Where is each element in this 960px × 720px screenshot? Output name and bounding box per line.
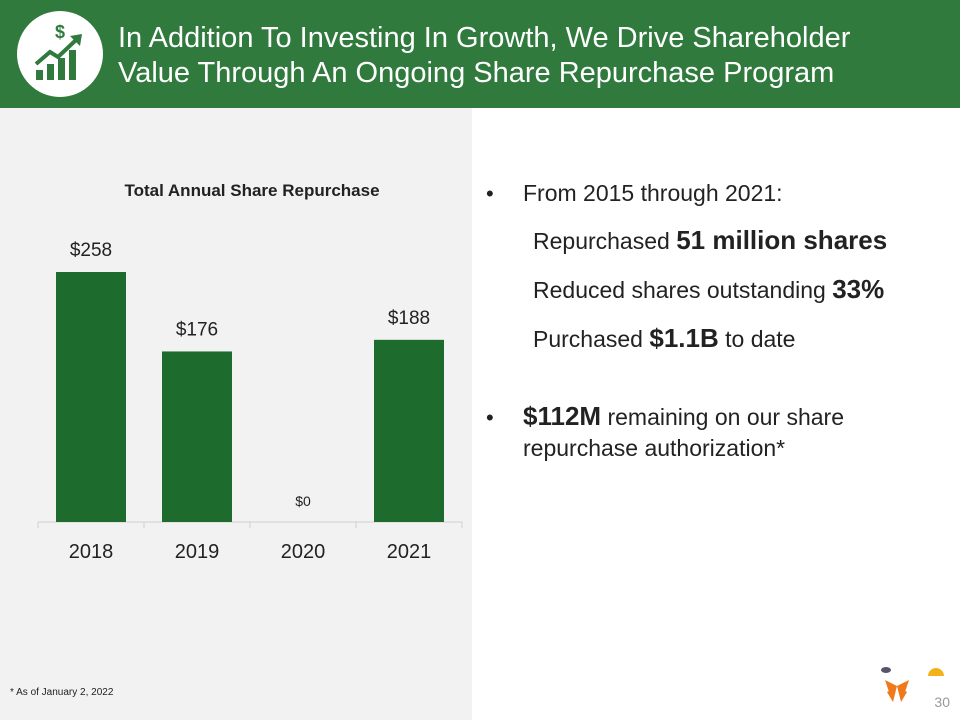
slide-title: In Addition To Investing In Growth, We D…: [118, 22, 851, 54]
emphasis: $112M: [523, 401, 601, 431]
svg-text:$: $: [55, 22, 65, 42]
text-run: remaining on our share: [601, 404, 844, 430]
bar: [374, 339, 444, 522]
emphasis: 33%: [832, 274, 884, 304]
bar: [56, 272, 126, 522]
data-label: $176: [176, 319, 218, 340]
bullet-marker: •: [486, 181, 494, 206]
text-run: to date: [719, 326, 796, 352]
data-label: $188: [388, 308, 430, 329]
bullet-text: Reduced shares outstanding 33%: [533, 274, 884, 304]
emphasis: 51 million shares: [676, 225, 887, 255]
slide-title: Value Through An Ongoing Share Repurchas…: [118, 57, 834, 89]
text-run: repurchase authorization*: [523, 435, 785, 461]
page-number: 30: [934, 694, 950, 710]
x-tick-label: 2019: [175, 541, 220, 563]
text-run: From 2015 through 2021:: [523, 180, 783, 206]
text-run: Reduced shares outstanding: [533, 277, 832, 303]
bullet-text: Purchased $1.1B to date: [533, 323, 795, 353]
data-label: $258: [70, 240, 112, 261]
x-tick-label: 2021: [387, 541, 432, 563]
emphasis: $1.1B: [649, 323, 718, 353]
text-run: Repurchased: [533, 228, 676, 254]
header-bar: [0, 0, 960, 108]
x-tick-label: 2018: [69, 541, 114, 563]
footnote: * As of January 2, 2022: [10, 687, 114, 698]
x-tick-label: 2020: [281, 541, 326, 563]
data-label: $0: [295, 493, 311, 509]
text-run: Purchased: [533, 326, 649, 352]
bullet-text: repurchase authorization*: [523, 435, 785, 461]
logo: [881, 667, 944, 702]
bullet-text: Repurchased 51 million shares: [533, 225, 887, 255]
bullet-marker: •: [486, 405, 494, 430]
bullet-text: $112M remaining on our share: [523, 401, 844, 431]
chart-title: Total Annual Share Repurchase: [124, 181, 379, 200]
bullet-text: From 2015 through 2021:: [523, 180, 783, 206]
header-icon: $: [17, 11, 103, 97]
bar: [162, 351, 232, 522]
